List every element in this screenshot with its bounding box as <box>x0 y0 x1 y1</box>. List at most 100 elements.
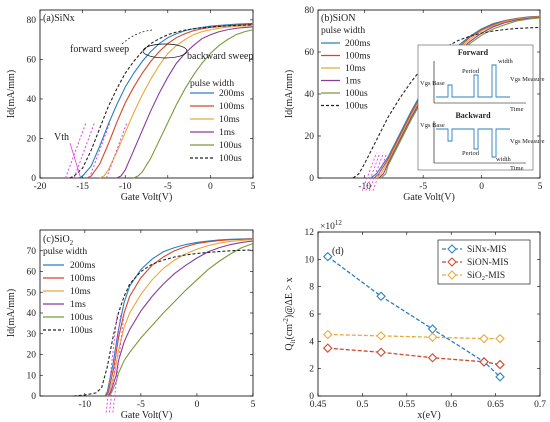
legend-entry-sub: 2 <box>482 275 485 282</box>
legend-entry: SiON-MIS <box>467 258 509 268</box>
inset-width-forward: width <box>498 58 514 65</box>
inset-time-backward: Time <box>510 165 524 172</box>
legend-entry: 10ms <box>345 64 366 74</box>
y-tick-label: 30 <box>27 330 37 340</box>
y-tick-label: 40 <box>27 309 37 319</box>
y-label-it: it <box>289 339 297 343</box>
x-tick-label: -15 <box>76 182 89 192</box>
data-point-SiON-MIS <box>376 347 386 358</box>
x-tick-label: 5 <box>251 182 256 192</box>
x-axis-label: Gate Volt(V) <box>403 192 455 203</box>
data-point-SiON-MIS <box>479 357 489 367</box>
legend-entry: 100us <box>345 89 368 99</box>
panel-label: (c)SiO2 <box>43 234 74 247</box>
legend-entry: 1ms <box>345 77 361 87</box>
y-tick-label: 12 <box>305 228 315 238</box>
legend-marker <box>447 244 457 254</box>
data-point-SiON-MIS <box>322 343 333 353</box>
legend-marker <box>447 257 457 267</box>
vth-tangent-line <box>109 312 122 413</box>
exponent-base: ×10 <box>320 222 335 232</box>
series-line-10ms <box>106 239 254 397</box>
legend-entry: 200ms <box>345 39 371 49</box>
legend-entry: 100us <box>345 102 368 112</box>
y-tick-label: 40 <box>27 95 37 105</box>
y-tick-label: 70 <box>27 247 37 257</box>
y-axis-label: Id(mA/mm) <box>6 70 17 118</box>
y-tick-label: 60 <box>27 268 37 278</box>
legend-entry: 1ms <box>219 128 235 138</box>
x-tick-label: 0.55 <box>398 400 415 410</box>
legend-marker <box>447 270 457 280</box>
inset-time-forward: Time <box>510 106 524 113</box>
legend-title: pulse width <box>321 26 365 36</box>
inset-vgs-base-backward: Vgs Base <box>420 122 445 129</box>
x-tick-label: -10 <box>119 182 132 192</box>
legend-entry: 1ms <box>70 300 86 310</box>
vth-tangent-line <box>365 152 381 191</box>
y-tick-label: 4 <box>309 337 314 347</box>
x-tick-label: -5 <box>419 182 427 192</box>
y-tick-label: 0 <box>309 392 314 402</box>
y-tick-label: 0 <box>31 174 36 184</box>
panel-label-subscript: 2 <box>70 239 74 247</box>
data-point-SiNx-MIS <box>495 372 505 382</box>
y-axis-label: Qit(cm-2)@ΔE > x <box>282 277 297 350</box>
y-tick-label: 40 <box>305 90 315 100</box>
series-line-1ms <box>116 26 254 179</box>
x-axis-label: Gate Volt(V) <box>121 192 173 203</box>
data-point-SiNx-MIS <box>322 251 333 262</box>
panel-b-sion-chart: -10 -5 0 5 0 20 40 60 80 Gate Volt(V) Id(mA/mm) (b)… <box>284 6 545 203</box>
series-line-100us <box>73 249 254 397</box>
vth-tangent-line <box>368 152 384 191</box>
x-tick-label: 5 <box>251 400 256 410</box>
series-line-SiON-MIS <box>327 347 501 366</box>
legend-entry: 100ms <box>219 102 245 112</box>
series-line-10ms <box>99 24 254 179</box>
legend-entry: 100ms <box>345 52 371 62</box>
exponent-power: 12 <box>335 219 343 227</box>
y-tick-label: 6 <box>309 310 314 320</box>
legend-entry-part: SiO <box>467 271 482 281</box>
legend-entry: 200ms <box>219 89 245 99</box>
data-point-SiNx-MIS <box>427 324 438 334</box>
data-point-SiO2-MIS <box>322 329 333 340</box>
inset-vgs-measure-backward: Vgs Measure <box>510 138 545 145</box>
legend-entry: 10ms <box>70 287 91 297</box>
panel-label: (d) <box>332 246 344 257</box>
y-tick-label: 80 <box>27 16 37 26</box>
y-tick-label: 20 <box>27 351 37 361</box>
y-label-rest: )@ΔE > x <box>284 277 295 318</box>
y-tick-label: 60 <box>27 55 37 65</box>
y-label-q: Q <box>284 343 295 351</box>
x-tick-label: -20 <box>34 182 47 192</box>
data-point-SiON-MIS <box>427 352 438 363</box>
inset-period-backward: Period <box>462 150 480 157</box>
y-tick-label: 60 <box>305 48 315 58</box>
x-tick-label: 0.6 <box>445 400 457 410</box>
legend-entry: 100us <box>70 313 93 323</box>
sweep-ellipse <box>142 43 188 59</box>
inset-width-backward: width <box>496 156 512 163</box>
y-tick-label: 50 <box>27 288 37 298</box>
legend-entry: 10ms <box>219 115 240 125</box>
x-axis-label: Gate Volt(V) <box>121 410 173 421</box>
y-axis-label: Id(mA/mm) <box>6 289 17 337</box>
y-tick-label: 8 <box>309 283 314 293</box>
y-tick-label: 10 <box>27 371 37 381</box>
x-tick-label: 0.5 <box>356 400 368 410</box>
forward-pulse-waveform <box>436 64 510 98</box>
data-point-SiO2-MIS <box>427 332 438 343</box>
legend-entry: SiO2-MIS <box>467 271 505 282</box>
x-tick-label: -5 <box>164 182 172 192</box>
legend-entry: 100ms <box>70 274 96 284</box>
series-line-100us <box>69 24 254 179</box>
y-tick-label: 0 <box>309 174 314 184</box>
plot-frame <box>39 9 254 179</box>
y-tick-label: 20 <box>27 134 37 144</box>
legend-entry: SiNx-MIS <box>467 245 507 255</box>
legend-entry: 200ms <box>70 261 96 271</box>
y-axis-label: Id(mA/mm) <box>284 70 295 118</box>
